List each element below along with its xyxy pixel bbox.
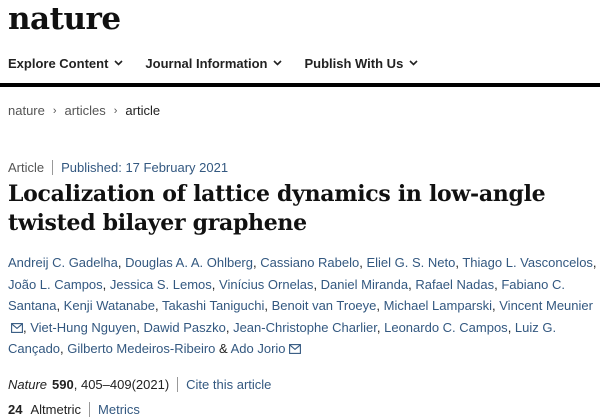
chevron-down-icon [114, 60, 123, 66]
citation-line: Nature 590 , 405–409(2021) Cite this art… [8, 377, 271, 392]
mail-icon[interactable] [11, 322, 23, 333]
nature-logo[interactable]: nature [8, 1, 121, 37]
author-link[interactable]: Michael Lamparski [383, 298, 493, 313]
breadcrumb-articles[interactable]: articles [64, 103, 106, 118]
altmetric-label: Altmetric [30, 402, 82, 417]
breadcrumb-separator-icon: › [52, 104, 57, 117]
breadcrumb-nature[interactable]: nature [8, 103, 45, 118]
author-link[interactable]: Takashi Taniguchi [161, 298, 265, 313]
breadcrumb-separator-icon: › [113, 104, 118, 117]
mail-icon[interactable] [288, 344, 301, 354]
author-link[interactable]: Dawid Paszko [143, 319, 226, 335]
author-link[interactable]: Gilberto Medeiros-Ribeiro [67, 341, 216, 356]
author-link[interactable]: Kenji Watanabe [63, 298, 155, 313]
journal-name: Nature [8, 377, 48, 392]
breadcrumb-current: article [125, 103, 161, 118]
main-nav: Explore Content Journal Information Publ… [8, 53, 418, 73]
author-link[interactable]: Douglas A. A. Ohlberg [125, 255, 253, 270]
nav-label: Explore Content [8, 55, 109, 71]
metrics-divider [89, 402, 91, 417]
author-link[interactable]: Jessica S. Lemos [109, 276, 212, 292]
article-meta: Article Published: 17 February 2021 [8, 160, 228, 175]
author-link[interactable]: Luiz G. Cançado [8, 319, 557, 357]
author-link[interactable]: Eliel G. S. Neto [366, 255, 456, 270]
nav-label: Publish With Us [304, 55, 404, 71]
author-link[interactable]: Viet-Hung Nguyen [30, 319, 137, 335]
author-link[interactable]: Jean-Christophe Charlier [233, 319, 377, 335]
author-link[interactable]: Andreij C. Gadelha [8, 255, 118, 270]
author-link[interactable]: Leonardo C. Campos [384, 319, 508, 335]
journal-pages: , 405–409(2021) [73, 377, 170, 392]
author-link[interactable]: Fabiano C. Santana [8, 276, 565, 314]
chevron-down-icon [409, 60, 418, 66]
breadcrumb: nature › articles › article [8, 103, 160, 118]
citation-divider [177, 377, 179, 392]
article-title: Localization of lattice dynamics in low-… [8, 181, 546, 236]
author-link[interactable]: Daniel Miranda [320, 276, 409, 292]
author-link[interactable]: Thiago L. Vasconcelos [462, 255, 593, 270]
metrics-line: 24 Altmetric Metrics [8, 402, 140, 417]
header-divider [0, 83, 600, 87]
cite-this-article-link[interactable]: Cite this article [186, 377, 272, 392]
chevron-down-icon [273, 60, 283, 66]
nav-explore-content[interactable]: Explore Content [8, 56, 123, 71]
author-link[interactable]: João L. Campos [8, 276, 103, 292]
metrics-link[interactable]: Metrics [98, 402, 140, 417]
article-type: Article [8, 160, 45, 175]
author-list: Andreij C. Gadelha, Douglas A. A. Ohlber… [8, 255, 597, 357]
author-link[interactable]: Benoit van Troeye [271, 298, 377, 313]
nav-label: Journal Information [145, 55, 268, 71]
nav-journal-information[interactable]: Journal Information [145, 55, 283, 71]
author-link[interactable]: Vinícius Ornelas [219, 276, 314, 292]
journal-volume: 590 [52, 377, 74, 392]
author-link[interactable]: Vincent Meunier [499, 298, 593, 313]
nav-publish-with-us[interactable]: Publish With Us [304, 56, 418, 71]
author-link[interactable]: Ado Jorio [230, 341, 286, 356]
author-link[interactable]: Rafael Nadas [415, 276, 495, 292]
author-conjunction: & [219, 341, 228, 356]
author-link[interactable]: Cassiano Rabelo [260, 255, 360, 270]
meta-divider [52, 160, 54, 175]
published-date: Published: 17 February 2021 [61, 160, 229, 175]
altmetric-score[interactable]: 24 [8, 402, 23, 417]
